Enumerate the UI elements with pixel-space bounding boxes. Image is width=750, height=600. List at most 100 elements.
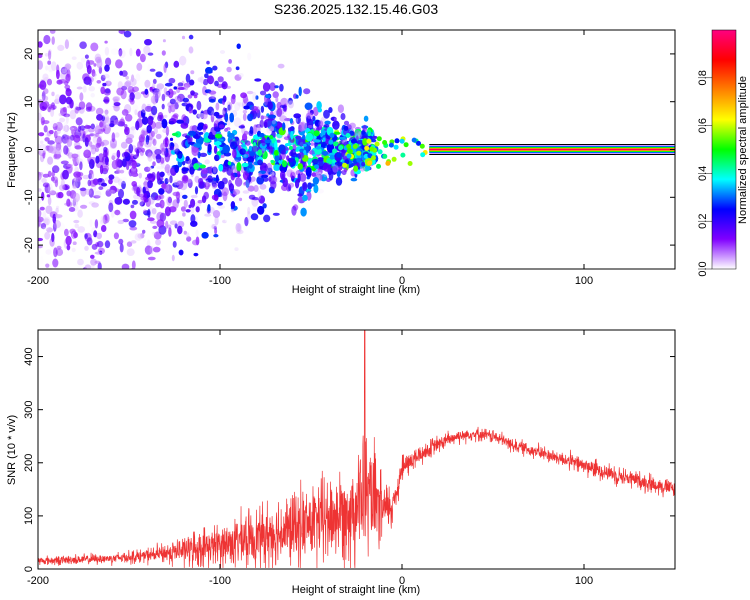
heatmap-cell <box>64 39 69 50</box>
heatmap-cell <box>215 102 220 111</box>
heatmap-cell <box>151 105 158 116</box>
heatmap-cell <box>189 166 195 175</box>
heatmap-cell <box>146 180 153 189</box>
heatmap-cell <box>289 182 294 188</box>
heatmap-cell <box>212 65 218 71</box>
heatmap-cell <box>39 101 48 111</box>
heatmap-cell <box>234 136 240 147</box>
heatmap-cell <box>234 177 243 187</box>
y-tick-label: 200 <box>23 454 35 472</box>
heatmap-cell <box>197 77 203 83</box>
heatmap-cell <box>60 160 69 165</box>
heatmap-cell <box>144 88 149 95</box>
heatmap-cell <box>72 192 80 203</box>
heatmap-cell <box>363 115 369 122</box>
heatmap-cell <box>123 151 129 157</box>
heatmap-cell <box>314 119 321 127</box>
heatmap-cell <box>73 219 80 224</box>
heatmap-cell <box>159 212 167 222</box>
heatmap-cell <box>74 178 81 189</box>
heatmap-cell <box>150 165 155 169</box>
heatmap-cell <box>74 153 81 160</box>
heatmap-cell <box>115 59 123 69</box>
heatmap-cell <box>267 101 273 110</box>
heatmap-cell <box>176 119 185 124</box>
heatmap-cell <box>76 158 81 165</box>
heatmap-cell <box>117 219 125 225</box>
heatmap-cell <box>40 96 44 101</box>
heatmap-y-ticks: -20 -10 0 10 20 <box>23 48 675 253</box>
heatmap-cell <box>232 189 241 195</box>
heatmap-cell <box>298 152 305 159</box>
heatmap-cell <box>52 165 60 174</box>
heatmap-cell <box>89 133 95 137</box>
heatmap-cell <box>264 139 272 144</box>
heatmap-cell <box>274 140 278 151</box>
heatmap-cell <box>183 230 187 235</box>
heatmap-cell <box>370 138 377 143</box>
heatmap-cell <box>152 82 156 89</box>
heatmap-cell <box>227 104 231 111</box>
heatmap-cell <box>72 178 76 187</box>
heatmap-cell <box>65 135 70 143</box>
heatmap-cell <box>161 93 166 102</box>
heatmap-cell <box>100 86 106 95</box>
heatmap-cell <box>248 145 253 152</box>
heatmap-cell <box>199 76 204 84</box>
colorbar-gradient <box>711 29 737 270</box>
heatmap-cell <box>94 219 99 229</box>
heatmap-cell <box>49 120 58 127</box>
heatmap-cell <box>214 154 220 162</box>
heatmap-cell <box>147 152 153 162</box>
heatmap-cell <box>224 215 232 224</box>
heatmap-cell <box>297 163 303 170</box>
heatmap-cell <box>167 196 172 204</box>
heatmap-cell <box>83 76 92 85</box>
heatmap-cell <box>140 196 146 201</box>
heatmap-cell <box>175 191 181 200</box>
heatmap-cell <box>210 89 216 99</box>
snr-frame <box>37 329 676 570</box>
heatmap-cell <box>236 170 241 178</box>
heatmap-cell <box>407 161 413 166</box>
heatmap-cell <box>213 111 220 117</box>
heatmap-cell <box>333 141 339 147</box>
heatmap-cell <box>47 78 52 86</box>
heatmap-cell <box>385 160 391 166</box>
heatmap-cell <box>53 143 58 149</box>
heatmap-cell <box>153 127 158 135</box>
heatmap-cell <box>110 48 119 55</box>
heatmap-cell <box>149 245 154 255</box>
heatmap-cell <box>181 35 186 40</box>
heatmap-cell <box>39 140 44 145</box>
heatmap-cell <box>192 109 197 115</box>
heatmap-cell <box>282 122 286 131</box>
heatmap-cell <box>177 98 181 106</box>
heatmap-cell <box>301 121 305 129</box>
heatmap-cell <box>161 147 166 152</box>
heatmap-cell <box>318 120 324 128</box>
heatmap-cell <box>309 109 314 115</box>
heatmap-cell <box>284 118 292 122</box>
heatmap-cell <box>136 187 141 197</box>
heatmap-cell <box>155 71 163 78</box>
heatmap-cell <box>113 104 121 112</box>
heatmap-cell <box>66 138 73 147</box>
heatmap-cell <box>42 73 49 81</box>
heatmap-cell <box>254 78 262 82</box>
heatmap-cell <box>144 39 152 46</box>
heatmap-cell <box>343 120 350 126</box>
heatmap-cell <box>118 48 123 57</box>
heatmap-cell <box>39 144 47 154</box>
heatmap-cell <box>331 165 338 175</box>
heatmap-cell <box>400 152 406 158</box>
snr-background <box>38 330 675 569</box>
heatmap-cell <box>147 52 154 56</box>
heatmap-cell <box>277 106 282 117</box>
heatmap-cell <box>218 164 224 172</box>
heatmap-cell <box>257 159 263 166</box>
heatmap-cell <box>159 199 165 209</box>
heatmap-cell <box>55 121 63 132</box>
heatmap-cell <box>73 177 79 182</box>
heatmap-cell <box>57 44 65 52</box>
